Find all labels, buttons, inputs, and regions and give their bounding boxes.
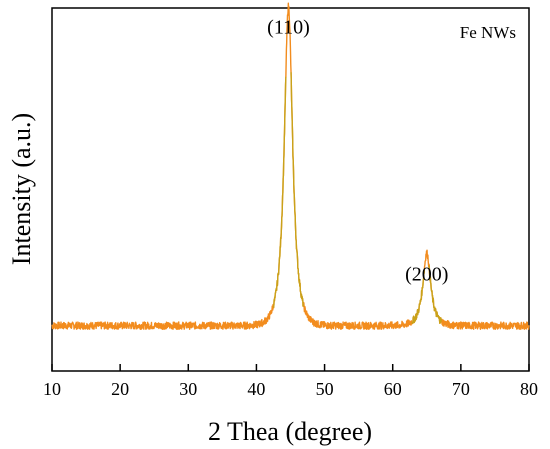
spectrum-line-segment bbox=[411, 269, 426, 324]
peak-label-200: (200) bbox=[405, 263, 448, 285]
y-axis-title: Intensity (a.u.) bbox=[7, 113, 36, 265]
plot-frame bbox=[51, 7, 530, 372]
x-tick-label: 10 bbox=[43, 379, 61, 399]
spectrum-line-segment bbox=[272, 76, 287, 308]
x-tick-label: 20 bbox=[111, 379, 129, 399]
x-tick-label: 80 bbox=[520, 379, 538, 399]
x-tick-label: 50 bbox=[316, 379, 334, 399]
x-tick-label: 40 bbox=[247, 379, 265, 399]
spectrum-series bbox=[51, 2, 530, 330]
x-tick-label: 70 bbox=[452, 379, 470, 399]
spectrum-line bbox=[51, 2, 530, 330]
peak-label-110: (110) bbox=[267, 16, 310, 38]
legend-label: Fe NWs bbox=[460, 23, 516, 42]
spectrum-line-segment bbox=[428, 265, 443, 324]
x-tick-label: 30 bbox=[179, 379, 197, 399]
x-axis-title: 2 Thea (degree) bbox=[208, 417, 372, 446]
x-tick-label: 60 bbox=[384, 379, 402, 399]
spectrum-line-segment bbox=[290, 72, 305, 307]
x-axis-ticks: 10 20 30 40 50 60 70 80 bbox=[43, 364, 538, 399]
